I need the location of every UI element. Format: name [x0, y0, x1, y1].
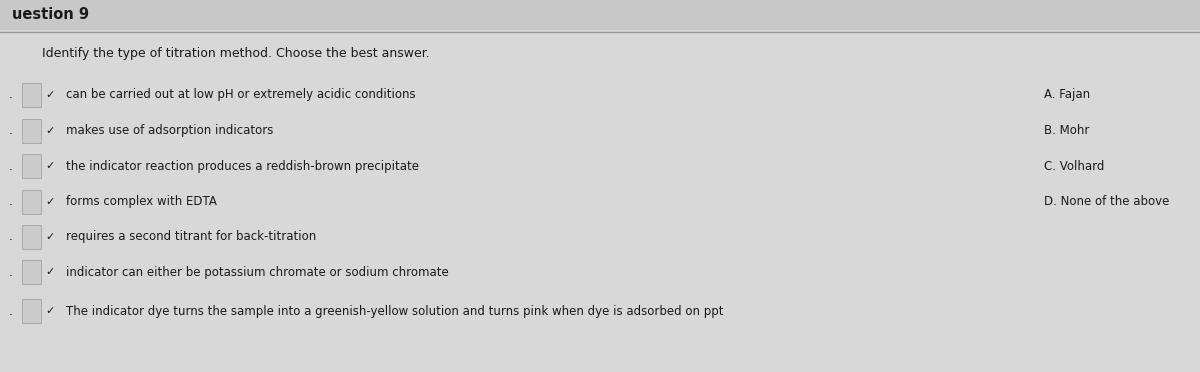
Text: makes use of adsorption indicators: makes use of adsorption indicators — [66, 125, 274, 137]
Text: A. Fajan: A. Fajan — [1044, 89, 1090, 101]
Text: D. None of the above: D. None of the above — [1044, 195, 1169, 208]
Text: can be carried out at low pH or extremely acidic conditions: can be carried out at low pH or extremel… — [66, 89, 415, 101]
Bar — [22, 119, 41, 143]
Text: .: . — [8, 125, 12, 137]
Text: ✓: ✓ — [46, 307, 55, 316]
Text: ✓: ✓ — [46, 197, 55, 206]
Text: ✓: ✓ — [46, 90, 55, 100]
Bar — [22, 225, 41, 249]
Text: ✓: ✓ — [46, 267, 55, 277]
Text: .: . — [8, 305, 12, 318]
Text: uestion 9: uestion 9 — [12, 7, 89, 22]
Text: C. Volhard: C. Volhard — [1044, 160, 1104, 173]
Bar — [22, 189, 41, 214]
Text: The indicator dye turns the sample into a greenish-yellow solution and turns pin: The indicator dye turns the sample into … — [66, 305, 724, 318]
Text: B. Mohr: B. Mohr — [1044, 125, 1090, 137]
Text: ✓: ✓ — [46, 126, 55, 136]
Bar — [22, 299, 41, 323]
Bar — [22, 260, 41, 284]
Text: forms complex with EDTA: forms complex with EDTA — [66, 195, 217, 208]
Text: .: . — [8, 160, 12, 173]
Text: .: . — [8, 266, 12, 279]
Bar — [22, 154, 41, 178]
Text: the indicator reaction produces a reddish-brown precipitate: the indicator reaction produces a reddis… — [66, 160, 419, 173]
Text: .: . — [8, 195, 12, 208]
Text: ✓: ✓ — [46, 161, 55, 171]
Text: ✓: ✓ — [46, 232, 55, 242]
Bar — [22, 83, 41, 107]
Text: .: . — [8, 231, 12, 243]
Text: .: . — [8, 89, 12, 101]
Bar — [0, 0, 1200, 30]
Text: requires a second titrant for back-titration: requires a second titrant for back-titra… — [66, 231, 317, 243]
Text: indicator can either be potassium chromate or sodium chromate: indicator can either be potassium chroma… — [66, 266, 449, 279]
Text: Identify the type of titration method. Choose the best answer.: Identify the type of titration method. C… — [42, 48, 430, 60]
